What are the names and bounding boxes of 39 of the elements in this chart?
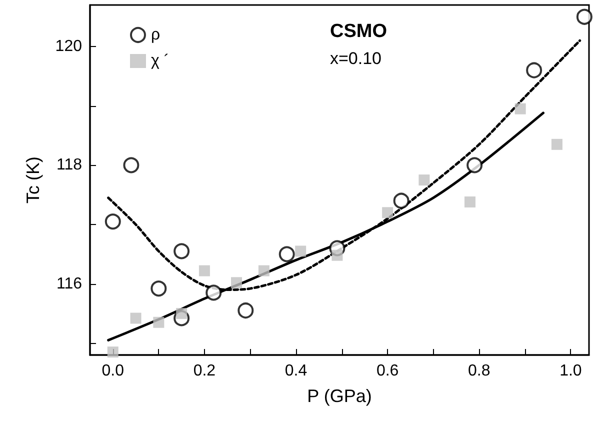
y-tick-label: 116 [56,275,82,292]
point [332,250,343,261]
point [418,174,430,186]
x-tick-label: 0.2 [193,362,216,380]
point [295,246,306,257]
point [576,8,592,25]
annotation: x=0.10 [330,49,382,68]
point [258,265,270,276]
point [174,243,190,260]
point [382,207,394,218]
x-tick-label: 0.6 [376,362,399,380]
point [123,157,140,174]
x-tick-label: 0.4 [284,362,308,380]
annotation: CSMO [330,21,387,42]
x-axis-title: P (GPa) [307,386,372,406]
point [230,277,242,288]
legend-label: ρ [151,26,160,44]
point [206,284,222,301]
point [107,346,118,358]
x-tick-label: 0.0 [102,362,124,380]
point [153,316,164,328]
y-tick-label: 118 [56,156,82,174]
y-tick-label: 120 [55,38,82,56]
point [198,265,210,276]
legend-label: χ ´ [151,52,170,70]
point [130,312,142,324]
point [150,280,167,297]
x-tick-label: 1.0 [560,362,582,380]
point [393,192,410,209]
point [514,103,526,114]
point [551,138,562,150]
point [278,246,295,262]
point [466,157,483,174]
point [104,214,121,230]
point [238,302,254,319]
point [526,62,542,78]
x-tick-label: 0.8 [468,362,490,380]
y-axis-title: Tc (K) [23,156,43,204]
point [464,196,476,208]
